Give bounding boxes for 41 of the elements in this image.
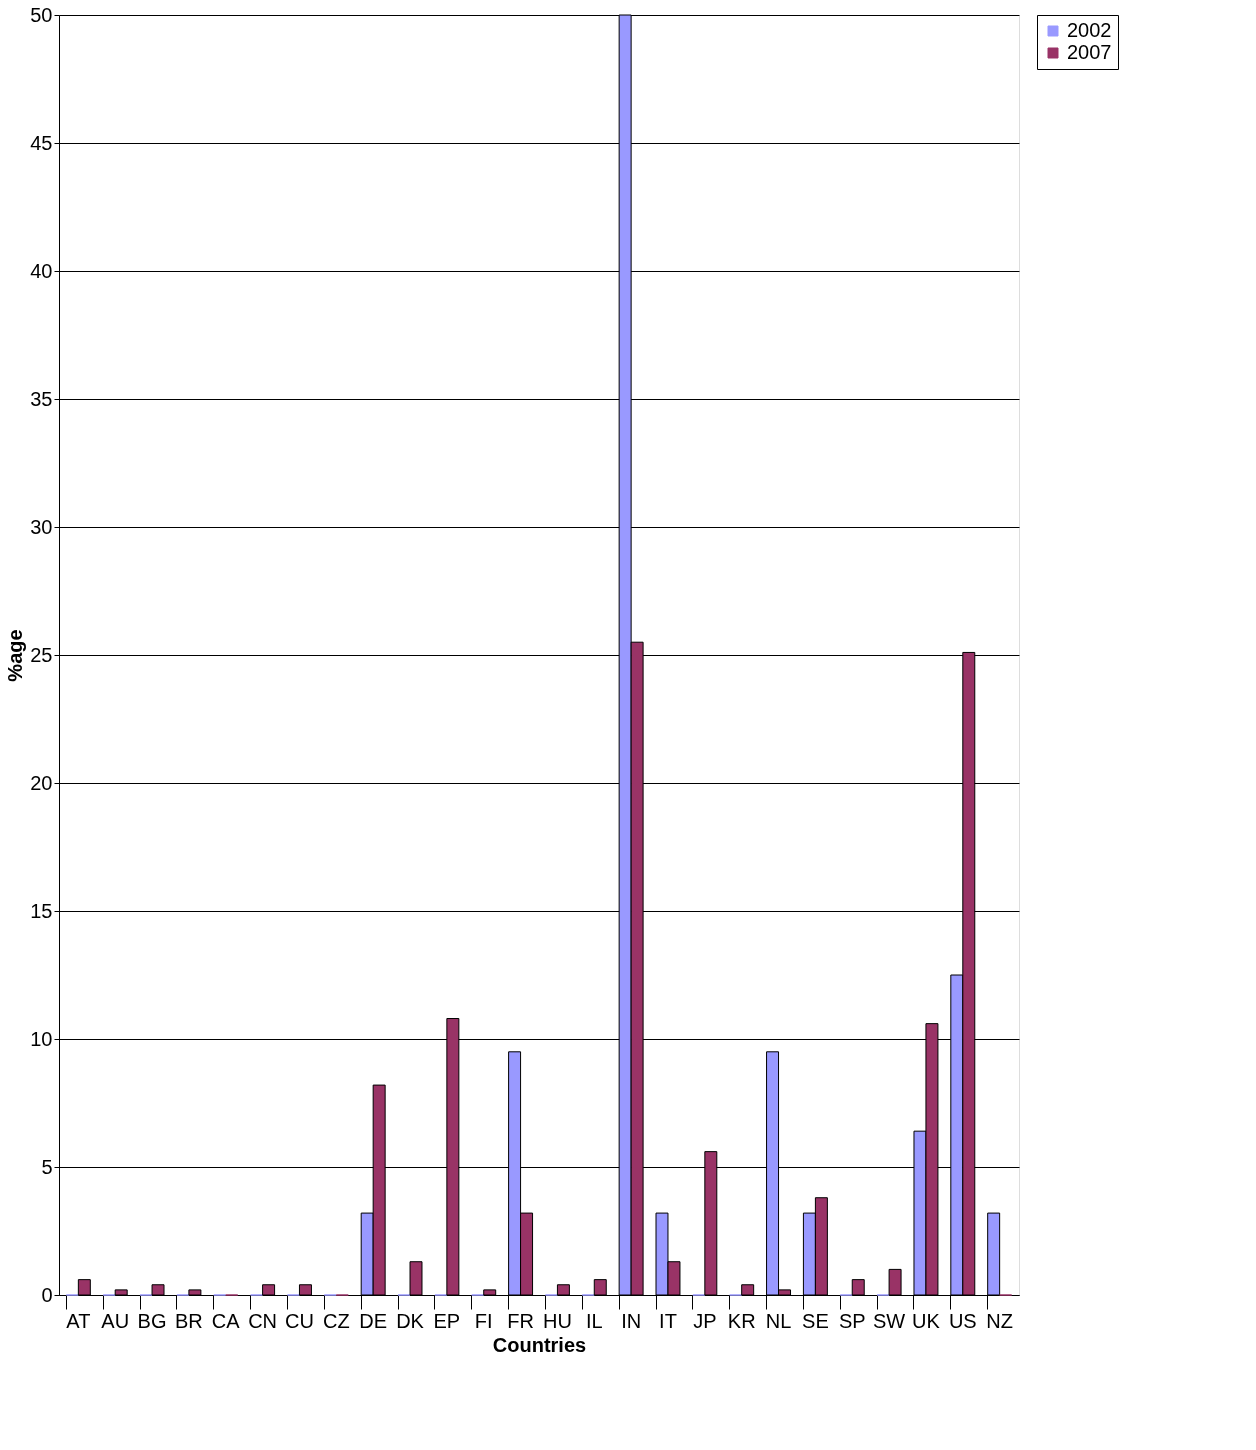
y-tick-label: 10	[30, 1027, 53, 1050]
y-tick-label: 50	[30, 3, 53, 26]
x-tick-label: BR	[175, 1309, 203, 1332]
x-tick-label: AT	[66, 1309, 91, 1332]
x-axis-title: Countries	[492, 1333, 587, 1356]
y-tick-label: 35	[30, 387, 53, 410]
x-tick-label: DK	[396, 1309, 425, 1332]
x-tick-label: CN	[248, 1309, 278, 1332]
x-tick-label: NZ	[986, 1309, 1013, 1332]
x-tick-label: SP	[838, 1309, 866, 1332]
y-tick-label: 25	[30, 643, 53, 666]
y-tick-label: 20	[30, 771, 53, 794]
x-tick-label: KR	[727, 1309, 756, 1332]
x-tick-label: JP	[693, 1309, 717, 1332]
x-tick-label: HU	[542, 1309, 572, 1332]
legend-label: 2002	[1067, 19, 1112, 41]
y-tick-label: 45	[30, 131, 53, 154]
y-tick-label: 15	[30, 899, 53, 922]
y-tick-label: 40	[30, 259, 53, 282]
x-tick-label: FI	[474, 1309, 493, 1332]
x-tick-label: CZ	[322, 1309, 350, 1332]
x-tick-label: IT	[659, 1309, 677, 1332]
legend-label: 2007	[1067, 41, 1112, 63]
x-tick-label: FR	[507, 1309, 534, 1332]
y-tick-label: 5	[41, 1155, 53, 1178]
x-tick-label: CU	[285, 1309, 314, 1332]
y-axis-title: %age	[4, 629, 27, 682]
x-tick-label: UK	[912, 1309, 941, 1332]
x-tick-label: SW	[872, 1309, 906, 1332]
x-tick-label: US	[948, 1309, 977, 1332]
x-tick-label: SE	[802, 1309, 829, 1332]
x-tick-label: AU	[101, 1309, 130, 1332]
x-tick-label: IN	[621, 1309, 642, 1332]
x-tick-label: CA	[211, 1309, 241, 1332]
x-tick-label: EP	[433, 1309, 461, 1332]
x-tick-label: BG	[137, 1309, 167, 1332]
x-tick-label: NL	[765, 1309, 792, 1332]
x-tick-label: DE	[359, 1309, 388, 1332]
y-tick-label: 0	[41, 1283, 53, 1306]
y-tick-label: 30	[30, 515, 53, 538]
x-tick-label: IL	[585, 1309, 603, 1332]
